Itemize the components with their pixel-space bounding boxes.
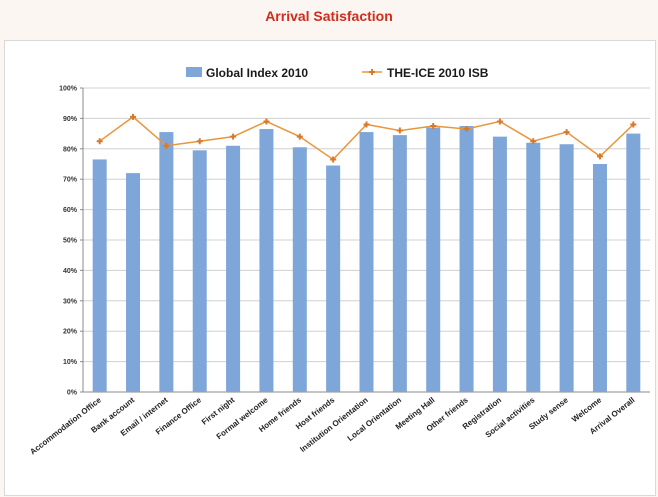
bar: [292, 147, 307, 392]
legend-label: THE-ICE 2010 ISB: [387, 66, 489, 80]
line-point: [463, 126, 470, 133]
legend-label: Global Index 2010: [206, 66, 308, 80]
bar: [226, 145, 241, 392]
bar: [359, 132, 374, 392]
bar: [492, 136, 507, 392]
line-point: [530, 138, 537, 145]
line-point: [330, 156, 337, 163]
y-tick-label: 20%: [63, 329, 78, 336]
line-point: [230, 133, 237, 140]
bar: [426, 127, 441, 393]
line-point: [563, 129, 570, 136]
line-point: [396, 127, 403, 134]
line-point: [296, 133, 303, 140]
bar: [592, 164, 607, 392]
line-point: [263, 118, 270, 125]
bar: [459, 126, 474, 392]
line-point: [596, 153, 603, 160]
bar: [126, 173, 141, 392]
y-tick-label: 90%: [63, 116, 78, 123]
line-point: [630, 121, 637, 128]
line-point: [196, 138, 203, 145]
bar: [526, 142, 541, 392]
bar: [92, 159, 107, 392]
y-tick-label: 60%: [63, 207, 78, 214]
bar: [626, 133, 641, 392]
legend-swatch-bar: [186, 67, 202, 77]
line-point: [496, 118, 503, 125]
line-point: [363, 121, 370, 128]
bar: [559, 144, 574, 392]
legend-marker: [369, 69, 375, 75]
bar: [159, 132, 174, 392]
y-tick-label: 0%: [67, 390, 78, 397]
bar: [259, 129, 274, 393]
y-tick-label: 10%: [63, 359, 78, 366]
bar: [392, 135, 407, 392]
line-point: [163, 142, 170, 149]
bar: [326, 165, 341, 392]
y-tick-label: 30%: [63, 298, 78, 305]
line-point: [130, 113, 137, 120]
line-point: [430, 123, 437, 129]
y-tick-label: 80%: [63, 146, 78, 153]
y-tick-label: 50%: [63, 238, 78, 245]
line-point: [96, 138, 103, 145]
y-tick-label: 40%: [63, 268, 78, 275]
bar: [192, 150, 207, 392]
chart-title: Arrival Satisfaction: [265, 8, 393, 24]
y-tick-label: 100%: [59, 86, 78, 93]
y-tick-label: 70%: [63, 177, 78, 184]
